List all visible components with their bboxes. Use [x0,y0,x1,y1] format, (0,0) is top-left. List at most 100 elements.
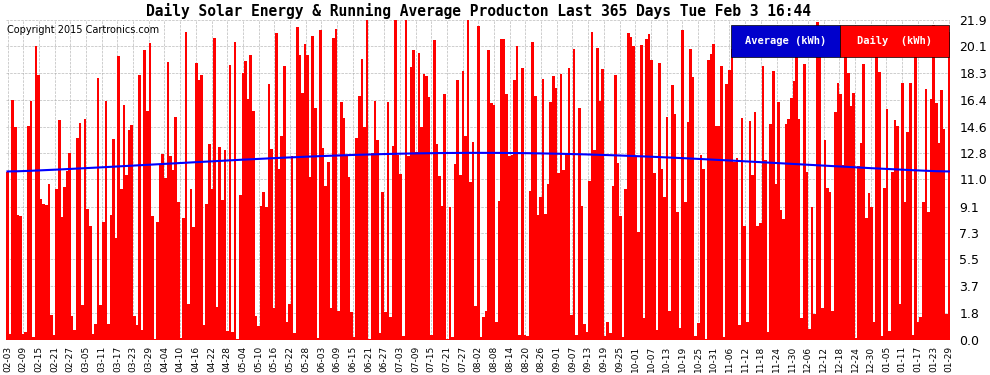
Bar [741,118,743,340]
Bar [133,316,136,340]
Bar [575,335,578,340]
Bar [710,54,713,340]
Bar [782,219,785,340]
Bar [352,337,355,340]
Bar [174,117,177,340]
Bar [224,150,226,340]
Bar [156,222,158,340]
Bar [43,204,45,340]
Bar [123,105,125,340]
Bar [373,101,376,340]
Bar [713,44,715,340]
Bar [19,216,22,340]
Bar [14,127,17,340]
Bar [787,118,790,340]
Bar [834,112,837,340]
Bar [715,126,718,340]
Bar [125,175,128,340]
Bar [867,193,870,340]
Bar [146,111,148,340]
Bar [557,173,559,340]
Bar [928,212,930,340]
Bar [878,72,880,340]
Bar [933,25,935,340]
Bar [420,127,423,340]
Bar [22,334,25,340]
Bar [753,112,756,340]
Bar [673,114,676,340]
Bar [759,223,761,340]
Bar [423,74,426,340]
Bar [105,101,107,340]
Bar [179,338,182,340]
Bar [92,334,94,340]
Bar [203,325,205,340]
Bar [930,99,933,340]
Bar [736,158,739,340]
Bar [415,152,418,340]
Bar [237,339,239,340]
Bar [164,178,166,340]
Bar [161,154,164,340]
Bar [849,106,852,340]
Bar [389,317,392,340]
Bar [65,171,68,340]
Bar [734,162,736,340]
Bar [498,201,500,340]
Bar [573,50,575,340]
Bar [705,339,707,340]
Bar [355,138,358,340]
Bar [676,212,679,340]
Bar [511,155,513,340]
Bar [655,330,658,340]
Bar [112,140,115,340]
Bar [942,129,945,340]
Bar [687,122,689,340]
Bar [182,218,185,340]
Bar [50,315,52,340]
Bar [177,202,179,340]
Bar [718,126,720,340]
Bar [609,333,612,340]
Bar [399,174,402,340]
Bar [549,102,552,340]
Bar [259,206,262,340]
Bar [128,130,131,340]
Bar [285,322,288,340]
Bar [580,206,583,340]
Bar [647,34,650,340]
Bar [508,156,511,340]
Bar [9,334,12,340]
Bar [190,189,192,340]
Bar [785,124,787,340]
Bar [746,322,748,340]
Bar [767,333,769,340]
Bar [479,337,482,340]
Bar [6,172,9,340]
Bar [461,71,464,340]
Bar [472,142,474,340]
Bar [917,321,920,340]
Bar [940,90,942,340]
Bar [684,202,687,340]
Bar [141,330,144,340]
Bar [534,96,537,340]
Bar [756,226,759,340]
Bar [947,32,950,340]
Bar [814,314,816,340]
Bar [593,150,596,340]
Bar [158,165,161,340]
Bar [71,316,73,340]
Bar [474,306,477,340]
Bar [405,20,407,340]
Bar [81,305,84,340]
Bar [52,334,55,340]
Bar [702,169,705,340]
Bar [296,27,299,340]
Bar [803,64,806,340]
Bar [144,50,146,340]
Bar [270,149,272,340]
Bar [32,337,35,340]
Bar [886,110,888,340]
Bar [413,50,415,340]
